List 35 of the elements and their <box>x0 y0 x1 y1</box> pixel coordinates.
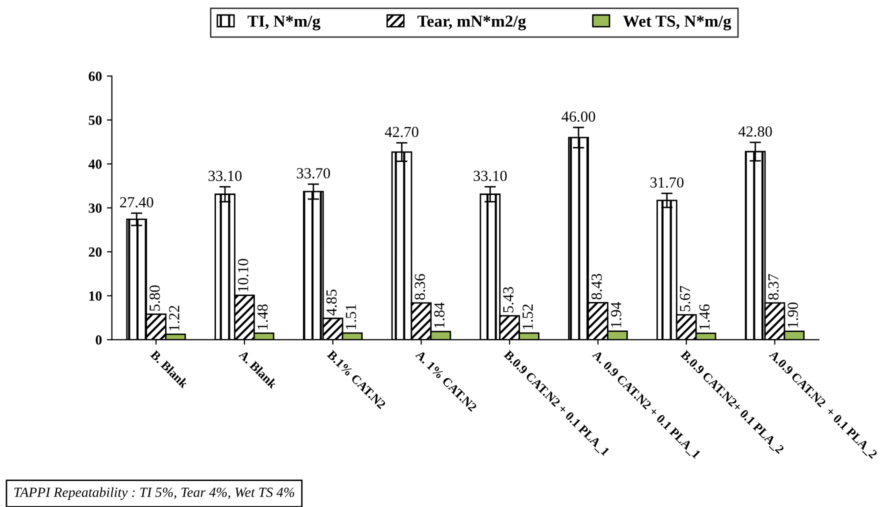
data-label: 8.36 <box>414 274 426 300</box>
data-label: 1.46 <box>699 304 710 330</box>
data-label: 1.94 <box>610 302 622 328</box>
data-label: 5.43 <box>503 287 514 312</box>
data-label: 1.52 <box>522 304 533 330</box>
data-label: 33.10 <box>474 170 507 182</box>
y-tick-label: 60 <box>88 72 102 82</box>
data-label: 1.22 <box>169 306 180 330</box>
data-label: 1.51 <box>346 304 356 330</box>
data-label: 42.70 <box>384 126 418 138</box>
y-tick-label: 20 <box>88 247 102 257</box>
y-tick-label: 50 <box>88 116 102 125</box>
data-label: 8.43 <box>591 274 602 300</box>
data-label: 33.70 <box>296 168 330 178</box>
y-tick-label: 30 <box>88 203 102 213</box>
data-label: 1.48 <box>257 304 268 330</box>
y-tick-label: 0 <box>96 335 102 345</box>
data-label: 1.84 <box>434 302 445 328</box>
data-label: 42.80 <box>738 126 772 137</box>
legend-label: TI, N*m/g <box>248 16 320 30</box>
legend-label: Tear, mN*m2/g <box>417 16 526 30</box>
data-label: 4.85 <box>326 290 337 316</box>
data-label: 31.70 <box>650 177 684 188</box>
text: TAPPI Repeatability : TI 5%, Tear 4%, Wet TS 4% <box>14 487 294 500</box>
data-label: 33.10 <box>208 170 242 182</box>
y-tick-label: 10 <box>89 291 102 301</box>
data-label: 5.80 <box>150 285 160 311</box>
data-label: 10.10 <box>238 258 248 292</box>
legend-label: Wet TS, N*m/g <box>623 16 732 30</box>
data-label: 46.00 <box>562 111 596 122</box>
data-label: 5.67 <box>680 286 690 312</box>
data-label: 27.40 <box>120 197 154 208</box>
data-label: 1.90 <box>788 302 798 328</box>
data-label: 8.37 <box>768 274 779 300</box>
y-tick-label: 40 <box>88 160 102 169</box>
